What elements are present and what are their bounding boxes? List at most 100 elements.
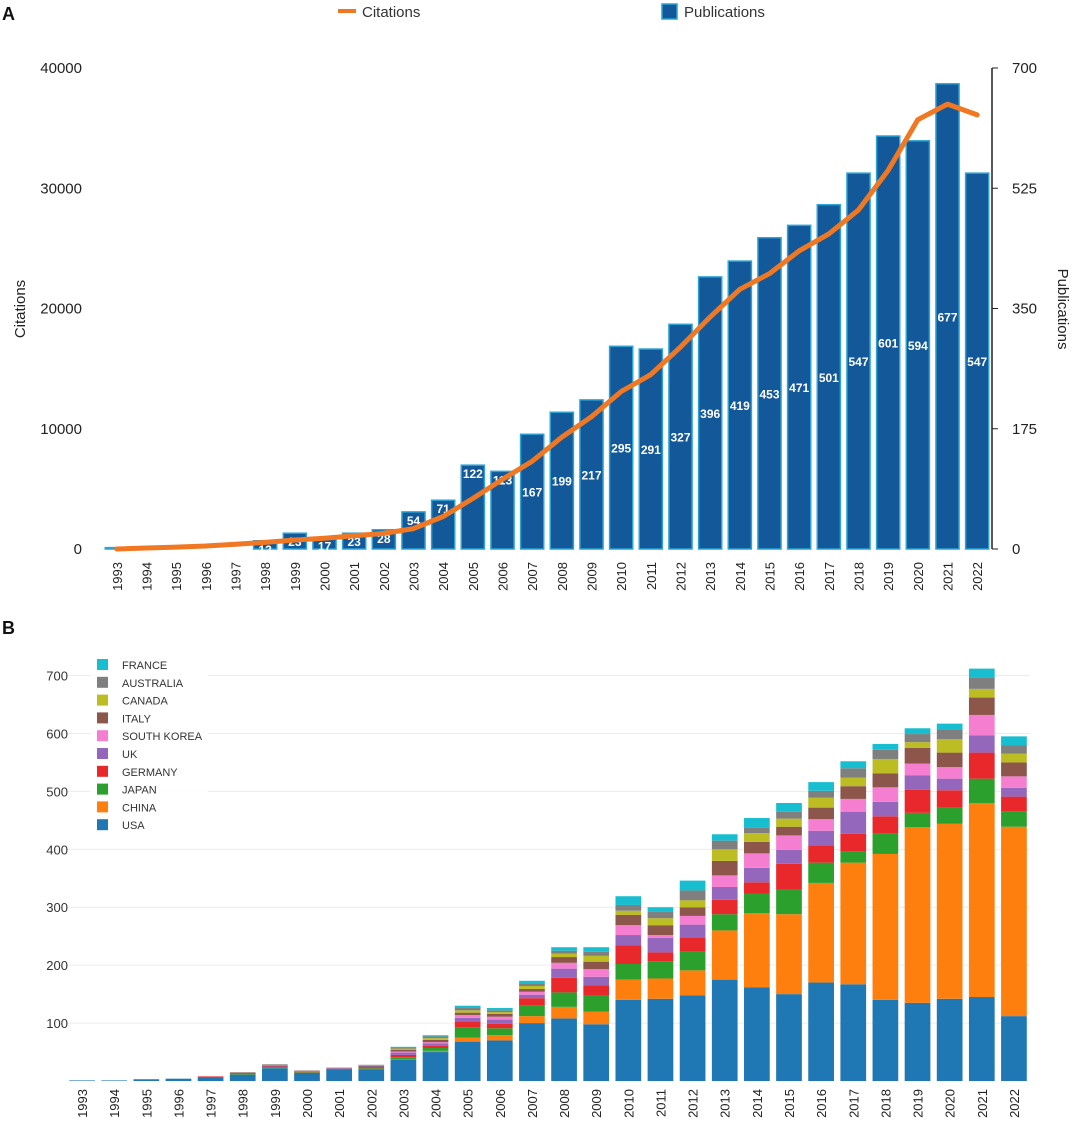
- y-tick-left: 40000: [40, 60, 82, 77]
- legend-swatch: [97, 730, 108, 742]
- stack-segment-italy: [808, 807, 834, 820]
- stack-segment-canada: [262, 1064, 288, 1066]
- stack-segment-canada: [454, 1010, 481, 1013]
- publication-bar: [935, 83, 960, 550]
- x-tick-label: 2020: [943, 1089, 958, 1118]
- stack-segment-japan: [519, 1005, 545, 1017]
- panel-a-citations-line: [114, 101, 980, 552]
- stack-segment-australia: [744, 827, 770, 834]
- stack-segment-china: [615, 979, 642, 1000]
- stack-segment-germany: [808, 845, 834, 863]
- x-tick-label: 2008: [557, 1089, 572, 1118]
- stack-segment-france: [744, 818, 770, 828]
- legend-label: USA: [122, 820, 145, 832]
- stack-segment-france: [776, 802, 802, 812]
- stack-segment-uk: [744, 867, 770, 883]
- stack-segment-canada: [615, 910, 642, 915]
- x-tick-label: 2018: [852, 562, 867, 591]
- publication-value-label: 547: [967, 355, 987, 369]
- publication-value-label: 594: [908, 339, 928, 353]
- stack-segment-france: [1001, 736, 1027, 746]
- stack-segment-germany: [551, 977, 577, 993]
- publication-value-label: 327: [670, 431, 690, 445]
- stack-segment-uk: [519, 994, 545, 999]
- publication-value-label: 23: [347, 535, 361, 549]
- publication-bar: [490, 470, 515, 550]
- stack-segment-uk: [390, 1052, 417, 1055]
- x-tick-label: 2012: [674, 562, 689, 591]
- publication-bar: [875, 135, 901, 550]
- y-tick-label: 200: [46, 958, 68, 973]
- x-tick-label: 2017: [822, 562, 837, 591]
- y-tick-right: 350: [1012, 301, 1037, 318]
- stack-segment-germany: [840, 833, 867, 852]
- stack-segment-australia: [936, 729, 963, 740]
- stack-segment-australia: [679, 890, 706, 901]
- stack-segment-italy: [872, 773, 899, 788]
- y-tick-left: 10000: [40, 421, 82, 438]
- stack-segment-japan: [551, 992, 577, 1007]
- stack-segment-japan: [615, 964, 642, 980]
- panel-a-x-ticks: 1993 1994 1995 1996 1997 1998 1999 2000 2001 2002…: [110, 562, 985, 591]
- stack-segment-japan: [904, 812, 931, 828]
- x-tick-label: 1995: [169, 562, 184, 591]
- publication-bar: [816, 203, 842, 550]
- legend-label: JAPAN: [122, 785, 157, 797]
- stack-segment-canada: [711, 849, 738, 861]
- stack-segment-usa: [422, 1052, 449, 1081]
- stack-segment-japan: [872, 833, 899, 854]
- stack-segment-canada: [808, 797, 834, 808]
- stack-segment-usa: [776, 994, 802, 1081]
- stack-segment-usa: [454, 1041, 481, 1081]
- y-tick-right: 175: [1012, 421, 1037, 438]
- x-tick-label: 2011: [653, 1089, 668, 1117]
- stack-segment-south_korea: [968, 714, 995, 736]
- stack-segment-italy: [776, 826, 802, 836]
- stack-segment-usa: [679, 995, 706, 1081]
- publication-value-label: 217: [581, 468, 601, 482]
- panel-a-axes: 0 10000 20000 30000 40000 0 175 350 525 700: [40, 60, 1037, 558]
- publication-value-label: 547: [848, 355, 868, 369]
- x-tick-label: 1997: [204, 1089, 219, 1118]
- stack-segment-germany: [904, 789, 931, 813]
- x-tick-label: 2002: [377, 562, 392, 591]
- x-tick-label: 1999: [288, 562, 303, 591]
- stack-segment-usa: [390, 1059, 417, 1081]
- stack-segment-germany: [711, 899, 738, 915]
- stack-segment-italy: [615, 914, 642, 926]
- stack-segment-france: [968, 668, 995, 678]
- x-tick-label: 2015: [782, 1089, 797, 1118]
- panel-b-x-ticks: 1993 1994 1995 1996 1997 1998 1999 2000 2001 2002…: [75, 1089, 1022, 1118]
- publication-value-label: 199: [552, 475, 572, 489]
- legend-swatch: [97, 819, 108, 831]
- x-tick-label: 2022: [970, 562, 985, 591]
- stack-segment-china: [936, 823, 963, 999]
- publication-value-label: 167: [522, 486, 542, 500]
- stack-segment-italy: [519, 988, 545, 992]
- stack-segment-france: [808, 782, 834, 791]
- stack-segment-france: [390, 1046, 417, 1048]
- stack-segment-australia: [872, 749, 899, 759]
- publication-value-label: 471: [789, 381, 809, 395]
- stack-segment-uk: [968, 735, 995, 753]
- stack-segment-uk: [840, 811, 867, 834]
- stack-segment-uk: [936, 778, 963, 791]
- stack-segment-japan: [968, 778, 995, 803]
- y-axis-left-title: Citations: [12, 280, 29, 338]
- stack-segment-germany: [615, 945, 642, 965]
- publication-value-label: 501: [819, 371, 839, 385]
- publication-bar: [668, 323, 693, 550]
- panel-a-label: A: [2, 4, 15, 24]
- stack-segment-usa: [519, 1023, 545, 1081]
- stack-segment-china: [840, 862, 867, 985]
- legend-swatch: [97, 783, 108, 795]
- y-tick-right: 700: [1012, 60, 1037, 77]
- stack-segment-italy: [679, 907, 706, 916]
- x-tick-label: 2016: [792, 562, 807, 591]
- stack-segment-japan: [390, 1057, 417, 1059]
- legend-label: CANADA: [122, 696, 169, 708]
- stack-segment-france: [486, 1008, 513, 1011]
- publication-bar: [549, 411, 575, 550]
